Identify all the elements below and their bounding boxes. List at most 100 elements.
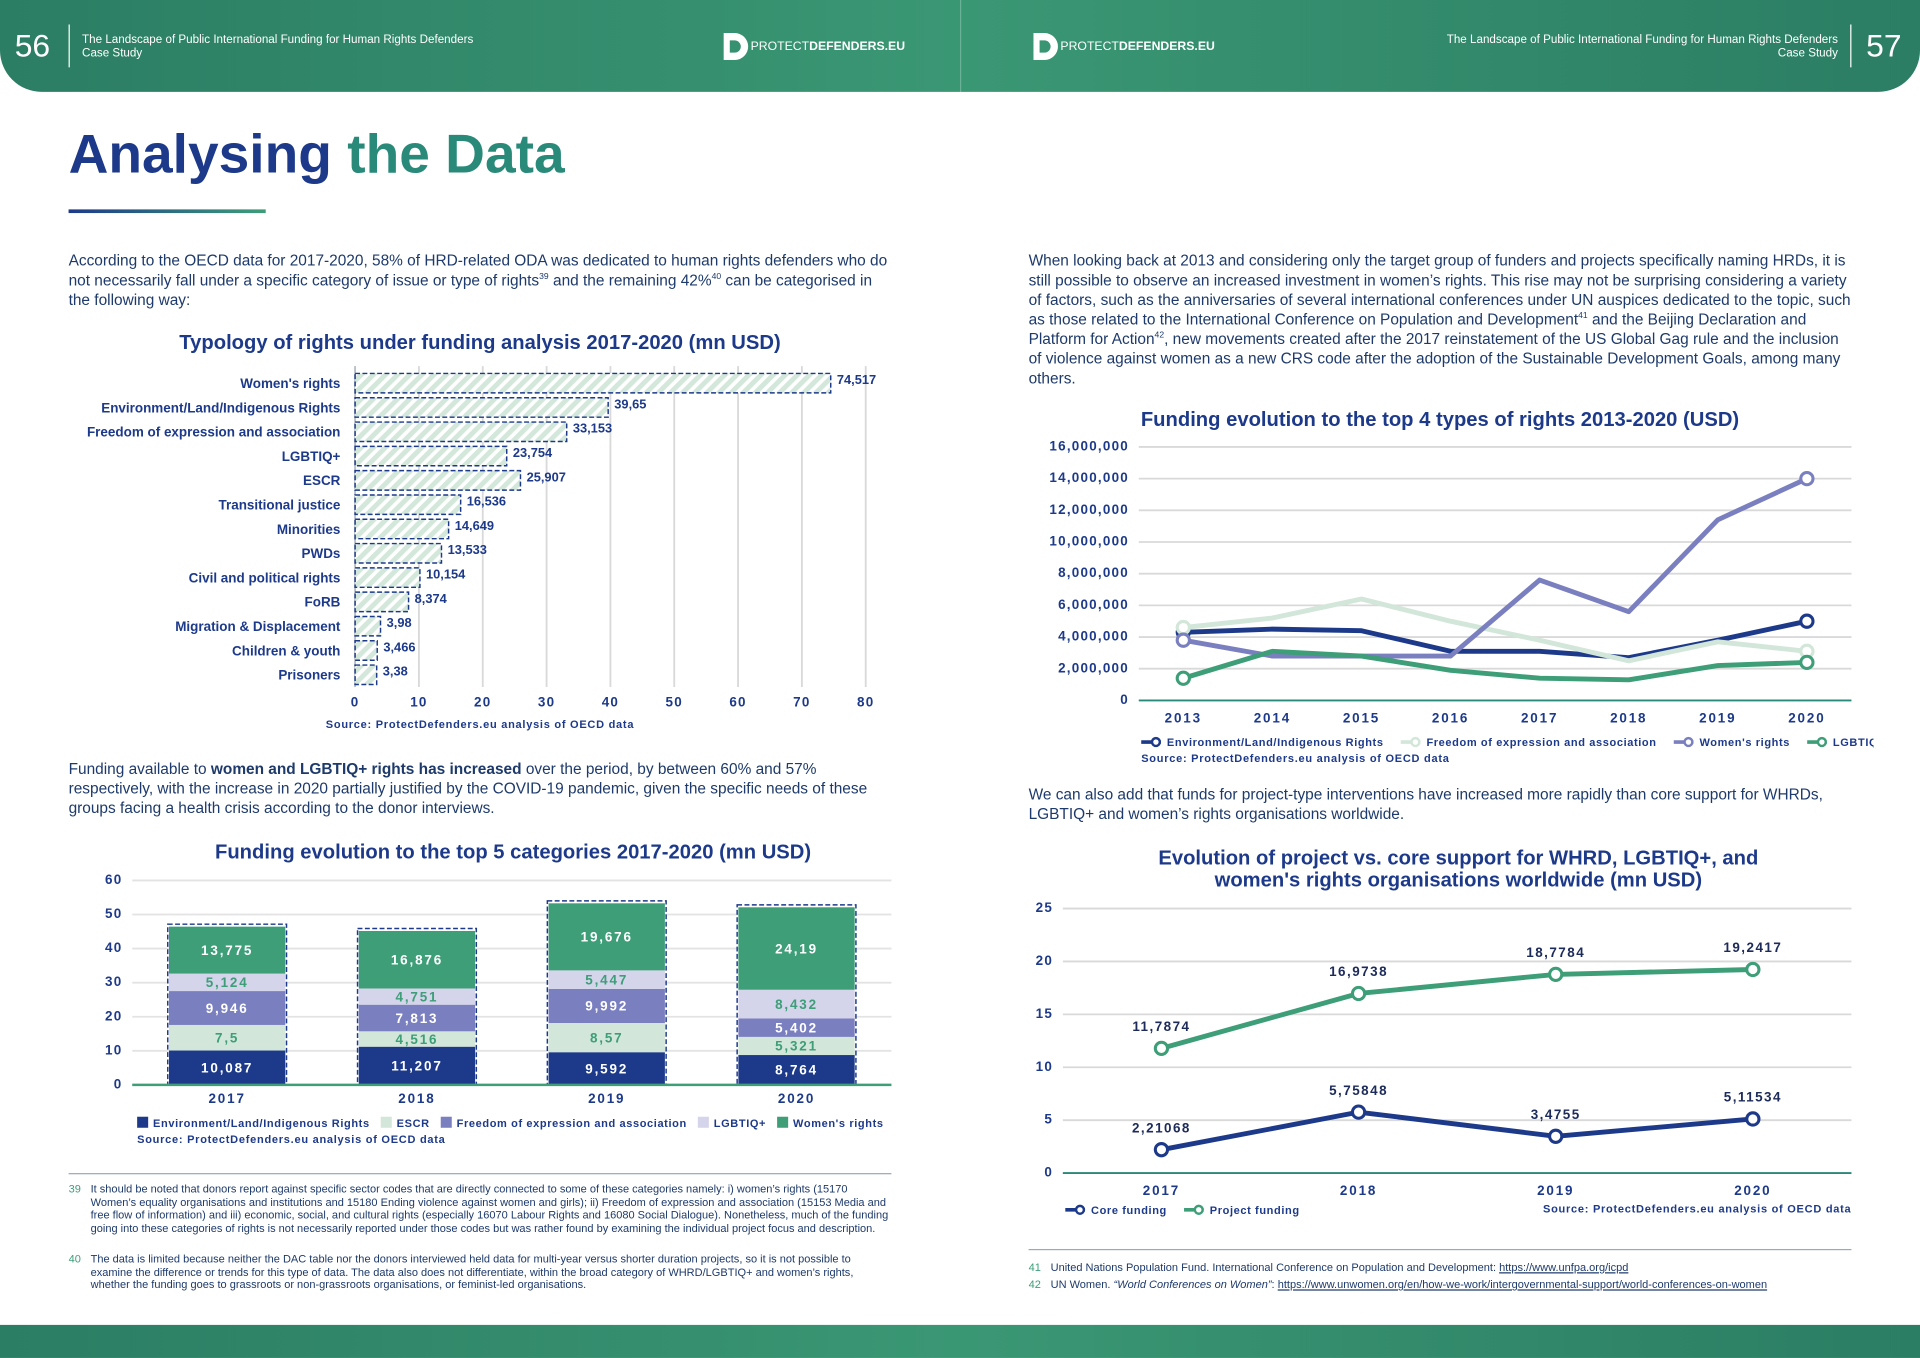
marker [1745, 961, 1761, 978]
header-text: The Landscape of Public International Fu… [1224, 33, 1838, 60]
x-tick-label: 2019 [588, 1091, 625, 1106]
value-label: 7,5 [215, 1031, 239, 1046]
x-tick-label: 80 [857, 694, 874, 709]
chart-title: Funding evolution to the top 5 categorie… [214, 841, 812, 864]
marker [1175, 632, 1191, 648]
x-tick-label: 50 [666, 694, 683, 709]
marker [1799, 470, 1815, 487]
header-divider [68, 24, 70, 68]
marker [1548, 966, 1564, 983]
value-label: 19,2417 [1723, 940, 1782, 955]
header-divider [1850, 24, 1852, 68]
y-tick-label: Minorities [277, 522, 341, 537]
value-label: 9,592 [585, 1061, 628, 1076]
logo-light: PROTECT [1060, 39, 1119, 54]
logo: PROTECT DEFENDERS.EU [1029, 29, 1215, 63]
line [1160, 1109, 1754, 1153]
header-text: The Landscape of Public International Fu… [82, 33, 473, 60]
bar [354, 421, 568, 443]
footnote-text: It should be noted that donors report ag… [90, 1182, 889, 1235]
y-tick-label: ESCR [303, 473, 341, 488]
bar-segment [738, 989, 855, 1019]
x-tick-label: 2020 [778, 1091, 815, 1106]
value-label: 8,432 [775, 997, 818, 1012]
x-tick-label: 40 [602, 694, 619, 709]
footnote-number: 42 [1028, 1278, 1041, 1291]
bar-segment [548, 1022, 665, 1053]
text: Funding available to [68, 760, 211, 778]
x-tick-label: 2014 [1254, 710, 1291, 725]
bar [354, 372, 832, 394]
legend-swatch [380, 1116, 392, 1128]
footnote-ref: 41 [1578, 312, 1588, 321]
y-tick-label: 2,000,000 [1058, 660, 1129, 675]
legend-label: ESCR [397, 1118, 430, 1130]
y-tick-label: 10 [1036, 1059, 1053, 1074]
bar-segment [358, 1031, 476, 1047]
y-tick-label: Environment/Land/Indigenous Rights [101, 400, 340, 415]
bar [354, 469, 522, 491]
x-tick-label: 2018 [1610, 710, 1647, 725]
legend-label: Freedom of expression and association [457, 1118, 687, 1130]
x-tick-label: 70 [793, 694, 810, 709]
bar [354, 397, 609, 418]
text: According to the OECD data for 2017-2020… [68, 252, 888, 289]
bar-segment [358, 988, 476, 1005]
value-label: 8,57 [590, 1030, 624, 1045]
page-number: 57 [1866, 26, 1902, 64]
marker [1175, 670, 1191, 686]
footnote-text: The data is limited because neither the … [90, 1252, 854, 1291]
x-tick-label: 2017 [1521, 710, 1558, 725]
footnote-link[interactable]: https://www.unfpa.org/icpd [1499, 1261, 1629, 1274]
bar-segment [358, 1046, 476, 1085]
y-tick-label: 16,000,000 [1049, 439, 1129, 454]
x-tick-label: 2018 [1340, 1183, 1377, 1198]
x-tick-label: 2016 [1432, 710, 1469, 725]
marker [1350, 985, 1367, 1002]
footnote-ref: 42 [1154, 331, 1165, 341]
value-label: 9,946 [206, 1001, 249, 1016]
y-tick-label: Migration & Displacement [175, 619, 341, 634]
line [1182, 476, 1808, 659]
bar-segment [738, 1055, 855, 1085]
logo-icon [1033, 33, 1058, 61]
legend-label: Environment/Land/Indigenous Rights [1167, 737, 1384, 749]
bar-segment [168, 926, 286, 974]
bar [354, 445, 508, 467]
bar [354, 518, 450, 540]
value-label: 5,11534 [1724, 1090, 1782, 1105]
value-label: 5,402 [775, 1020, 818, 1035]
bar-segment [548, 988, 665, 1023]
y-tick-label: FoRB [305, 595, 341, 610]
value-label: 4,751 [396, 989, 439, 1004]
bar-segment [548, 1052, 665, 1085]
footnote-link[interactable]: https://www.unwomen.org/en/how-we-work/i… [1277, 1278, 1768, 1291]
chart-source: Source: ProtectDefenders.eu analysis of … [1141, 753, 1450, 765]
y-tick-label: 10 [105, 1042, 122, 1057]
paragraph: When looking back at 2013 and considerin… [1029, 251, 1852, 388]
legend-label: Freedom of expression and association [1426, 737, 1656, 749]
value-label: 18,7784 [1526, 945, 1585, 960]
legend-marker [1193, 1204, 1204, 1215]
value-label: 9,992 [585, 999, 628, 1014]
y-tick-label: 15 [1036, 1006, 1053, 1021]
footer-band [0, 1324, 1920, 1358]
bar-segment [548, 903, 665, 971]
text: over the period, by between 60% and 57% … [68, 760, 868, 817]
y-tick-label: 25 [1036, 900, 1053, 915]
heading: Analysing the Data [69, 122, 565, 186]
bar-segment [738, 1036, 855, 1056]
value-label: 16,876 [391, 953, 443, 968]
paragraph: We can also add that funds for project-t… [1028, 786, 1823, 823]
legend-label: Core funding [1091, 1205, 1167, 1217]
y-tick-label: 30 [105, 974, 122, 989]
y-tick-label: 14,000,000 [1049, 470, 1129, 485]
text-bold: women and LGBTIQ+ rights has increased [210, 760, 522, 778]
value-label: 11,7874 [1132, 1019, 1190, 1034]
footnote: 39 It should be noted that donors report … [69, 1182, 892, 1235]
y-tick-label: PWDs [302, 546, 341, 561]
bar [354, 640, 378, 661]
legend-marker [1150, 736, 1162, 748]
y-tick-label: Freedom of expression and association [87, 425, 340, 440]
text: and the remaining 42% [548, 271, 712, 289]
